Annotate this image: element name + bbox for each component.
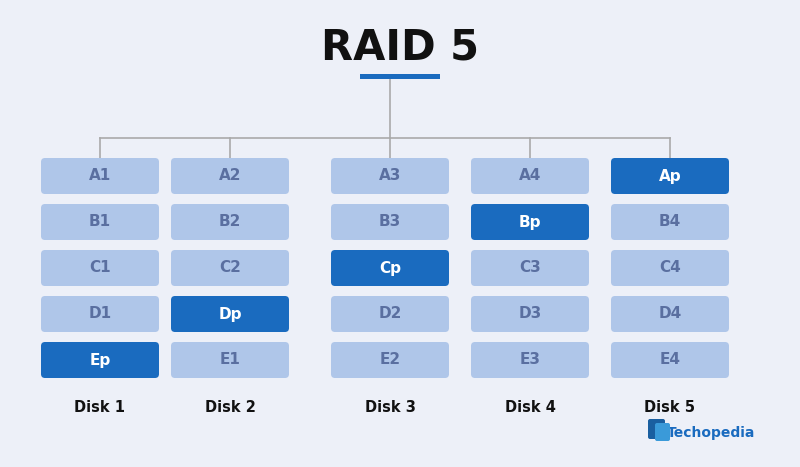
FancyBboxPatch shape [471, 204, 589, 240]
Text: C2: C2 [219, 261, 241, 276]
Text: E2: E2 [379, 353, 401, 368]
FancyBboxPatch shape [41, 342, 159, 378]
Text: Bp: Bp [518, 214, 542, 229]
FancyBboxPatch shape [41, 158, 159, 194]
FancyBboxPatch shape [171, 250, 289, 286]
Text: A3: A3 [379, 169, 401, 184]
Text: Disk 2: Disk 2 [205, 400, 255, 415]
Text: Cp: Cp [379, 261, 401, 276]
Text: RAID 5: RAID 5 [321, 27, 479, 69]
Text: D4: D4 [658, 306, 682, 321]
FancyBboxPatch shape [171, 296, 289, 332]
FancyBboxPatch shape [41, 296, 159, 332]
Text: C4: C4 [659, 261, 681, 276]
Text: Ep: Ep [90, 353, 110, 368]
FancyBboxPatch shape [171, 342, 289, 378]
Text: Techopedia: Techopedia [666, 426, 755, 440]
Text: Disk 3: Disk 3 [365, 400, 415, 415]
Text: B4: B4 [659, 214, 681, 229]
FancyBboxPatch shape [471, 342, 589, 378]
Text: E3: E3 [519, 353, 541, 368]
FancyBboxPatch shape [611, 250, 729, 286]
Text: Ap: Ap [658, 169, 682, 184]
Text: A2: A2 [218, 169, 242, 184]
Text: D3: D3 [518, 306, 542, 321]
FancyBboxPatch shape [331, 204, 449, 240]
FancyBboxPatch shape [471, 296, 589, 332]
FancyBboxPatch shape [331, 158, 449, 194]
FancyBboxPatch shape [648, 419, 665, 439]
Text: B2: B2 [219, 214, 241, 229]
FancyBboxPatch shape [331, 296, 449, 332]
FancyBboxPatch shape [41, 204, 159, 240]
Text: B1: B1 [89, 214, 111, 229]
Text: Disk 4: Disk 4 [505, 400, 555, 415]
Text: E4: E4 [659, 353, 681, 368]
Text: D2: D2 [378, 306, 402, 321]
FancyBboxPatch shape [41, 250, 159, 286]
FancyBboxPatch shape [611, 158, 729, 194]
Text: Dp: Dp [218, 306, 242, 321]
FancyBboxPatch shape [611, 342, 729, 378]
FancyBboxPatch shape [471, 250, 589, 286]
Text: D1: D1 [89, 306, 111, 321]
FancyBboxPatch shape [331, 342, 449, 378]
Text: C3: C3 [519, 261, 541, 276]
FancyBboxPatch shape [171, 204, 289, 240]
Text: C1: C1 [89, 261, 111, 276]
Text: A4: A4 [519, 169, 541, 184]
FancyBboxPatch shape [331, 250, 449, 286]
Bar [360, 74, 440, 79]
Text: B3: B3 [379, 214, 401, 229]
Text: Disk 5: Disk 5 [645, 400, 695, 415]
FancyBboxPatch shape [611, 204, 729, 240]
Text: Disk 1: Disk 1 [74, 400, 126, 415]
FancyBboxPatch shape [655, 423, 670, 441]
FancyBboxPatch shape [611, 296, 729, 332]
FancyBboxPatch shape [171, 158, 289, 194]
FancyBboxPatch shape [471, 158, 589, 194]
Text: E1: E1 [219, 353, 241, 368]
Text: A1: A1 [89, 169, 111, 184]
